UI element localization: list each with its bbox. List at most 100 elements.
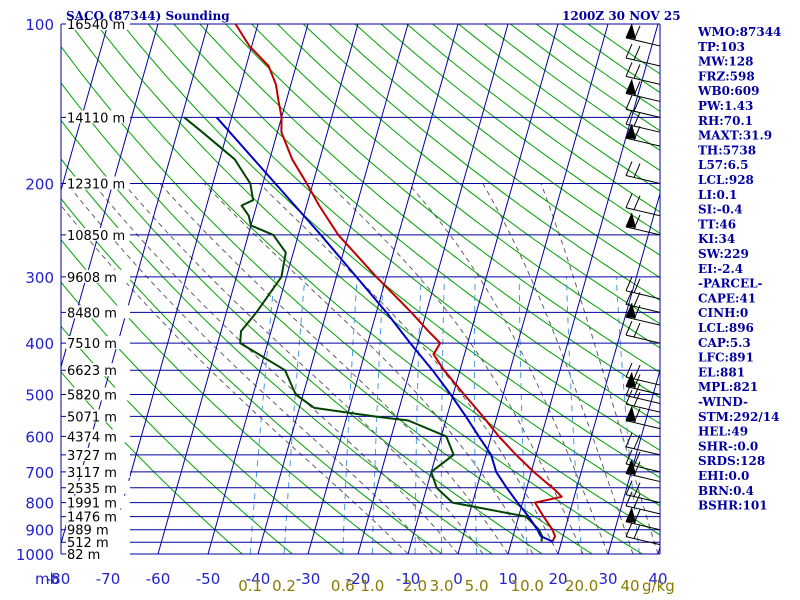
wind-barb: [625, 62, 661, 85]
height-label-bg: [66, 480, 130, 494]
mixing-ratio-lines: [249, 276, 640, 554]
dry-adiabat-line: [250, 24, 660, 349]
pressure-tick-label: 400: [25, 335, 54, 353]
height-label: 8480 m: [67, 306, 117, 321]
index-entry: CAP:5.3: [698, 336, 751, 350]
height-label: 82 m: [67, 548, 100, 563]
isotherm-line: [457, 24, 609, 554]
dry-adiabat-line: [328, 24, 660, 279]
height-label-bg: [66, 429, 130, 443]
index-entry: BRN:0.4: [698, 484, 754, 498]
index-entry: SRDS:128: [698, 454, 765, 468]
height-label-bg: [66, 535, 130, 549]
mixing-ratio-label: 10.0: [511, 577, 544, 595]
wind-barb: [625, 522, 661, 546]
isotherm-line: [257, 24, 409, 554]
mixing-ratio-label: 40: [620, 577, 639, 595]
height-label-bg: [66, 387, 130, 401]
dewpoint-trace: [183, 116, 544, 542]
index-entry: LCL:896: [698, 321, 754, 335]
pressure-tick-label: 700: [25, 464, 54, 482]
isotherm-line: [207, 24, 359, 554]
temperature-tick-label: -60: [146, 570, 171, 588]
temperature-tick-label: -10: [396, 570, 421, 588]
height-label: 5820 m: [67, 388, 117, 403]
pressure-tick-label: 800: [25, 495, 54, 513]
height-label: 1991 m: [67, 497, 117, 512]
height-label: 3727 m: [67, 449, 117, 464]
mixing-ratio-unit-label: g/kg: [642, 577, 675, 595]
mixing-ratio-labels: 0.1 0.2 0.6 1.0 2.0 3.0 5.0 10.0 20.0 40: [238, 577, 639, 595]
temperature-tick-labels: -80 -70 -60 -50 -40 -30 -20 -10 0 10 20 30 40: [46, 570, 668, 588]
index-entry: LFC:891: [698, 351, 754, 365]
pressure-tick-label: 500: [25, 386, 54, 404]
height-label-bg: [66, 305, 130, 319]
index-entry: MW:128: [698, 55, 753, 69]
index-entry: WB0:609: [697, 84, 759, 98]
mixing-ratio-label: 0.6: [331, 577, 355, 595]
dry-adiabat-line: [61, 371, 244, 554]
pressure-tick-labels: 100 200 300 400 500 600 700 800 900 1000: [16, 16, 54, 564]
index-entry: STM:292/14: [698, 410, 779, 424]
index-entry: HEL:49: [698, 425, 748, 439]
height-label-bg: [66, 110, 130, 124]
dry-adiabat-line: [61, 45, 644, 554]
height-label-bg: [66, 447, 130, 461]
stability-indices-panel: WMO:87344TP:103MW:128FRZ:598WB0:609PW:1.…: [697, 25, 781, 513]
height-label: 14110 m: [67, 111, 125, 126]
wind-barb: [625, 432, 661, 456]
pressure-tick-label: 200: [25, 176, 54, 194]
wind-barb: [625, 381, 661, 404]
index-entry: MAXT:31.9: [698, 129, 772, 143]
mixing-ratio-label: 3.0: [430, 577, 454, 595]
index-entry: EL:881: [698, 365, 745, 379]
mixing-ratio-label: 0.2: [272, 577, 296, 595]
dry-adiabat-line: [61, 119, 544, 554]
mixing-ratio-label: 1.0: [360, 577, 384, 595]
pressure-tick-label: 100: [25, 16, 54, 34]
valid-time: 1200Z 30 NOV 25: [562, 9, 681, 23]
index-entry: -PARCEL-: [698, 277, 763, 291]
height-label: 16540 m: [67, 18, 125, 33]
index-entry: SHR-:0.0: [698, 439, 758, 453]
temperature-tick-label: 30: [598, 570, 617, 588]
temperature-tick-label: -80: [46, 570, 71, 588]
index-entry: BSHR:101: [698, 499, 768, 513]
dry-adiabat-line: [225, 24, 660, 374]
height-label-bg: [66, 495, 130, 509]
index-entry: MPL:821: [698, 380, 758, 394]
height-label: 9608 m: [67, 271, 117, 286]
height-label-bg: [66, 269, 130, 283]
temperature-tick-label: -70: [96, 570, 121, 588]
height-labels: 16540 m 14110 m 12310 m 10850 m 9608 m 8480 m…: [66, 17, 130, 563]
wind-barb: [625, 320, 661, 344]
height-label-bg: [66, 522, 130, 536]
index-entry: L57:6.5: [698, 158, 748, 172]
index-entry: FRZ:598: [698, 69, 755, 83]
moist-adiabat-line: [66, 183, 434, 554]
index-entry: TP:103: [698, 40, 745, 54]
dry-adiabat-line: [276, 24, 660, 325]
moist-adiabat-line: [159, 183, 509, 554]
dry-adiabat-line: [61, 239, 394, 554]
isotherm-line: [357, 24, 509, 554]
dry-adiabat-line: [69, 24, 660, 536]
isotherm-line: [0, 12, 61, 565]
temperature-tick-label: 0: [453, 570, 463, 588]
wind-barb: [625, 161, 661, 185]
isotherm-line: [307, 24, 459, 554]
isotherm-line: [557, 191, 660, 554]
pressure-tick-label: 1000: [16, 546, 54, 564]
wind-barb: [625, 480, 661, 504]
height-label: 6623 m: [67, 364, 117, 379]
temperature-tick-label: -50: [196, 570, 221, 588]
isobars: [60, 23, 661, 555]
wind-barb: [625, 491, 661, 515]
wind-barb: [625, 79, 661, 102]
height-label-bg: [66, 336, 130, 350]
wind-barb: [625, 507, 661, 531]
dry-adiabat-line: [147, 24, 660, 451]
mixing-ratio-line: [565, 276, 583, 554]
index-entry: LI:0.1: [698, 188, 737, 202]
